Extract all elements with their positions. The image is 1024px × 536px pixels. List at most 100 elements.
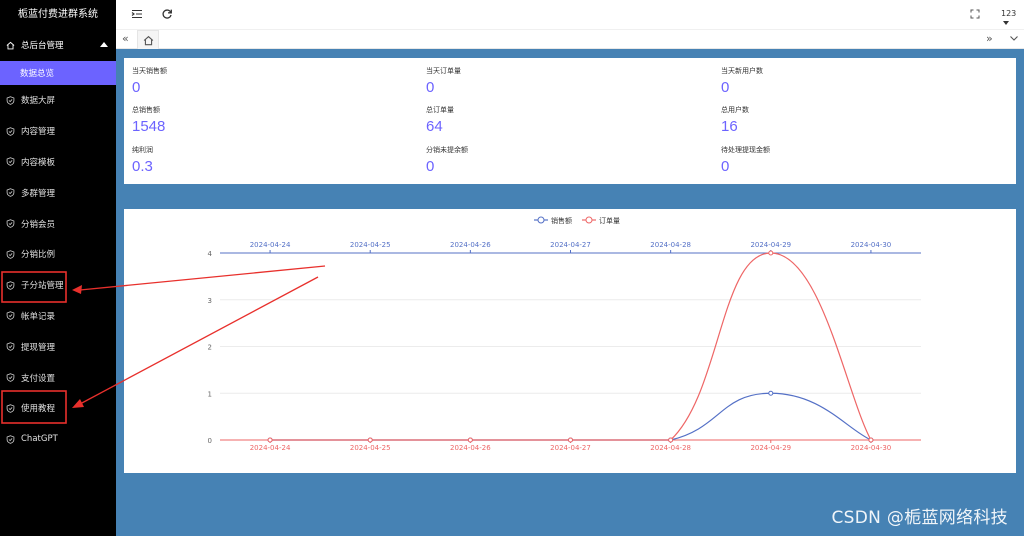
stat-value: 0: [426, 158, 435, 175]
chart-card: 0 1 2 3 4 2024-04-24 2024-04-24 2024-04-25 2024-…: [124, 209, 1016, 473]
caret-down-icon: [1003, 20, 1009, 25]
sidebar-item-label: 内容模板: [21, 157, 56, 168]
stat-value: 16: [721, 118, 738, 135]
watermark: CSDN @栀蓝网络科技: [831, 508, 1008, 528]
legend-marker: [585, 216, 593, 224]
x-tick-label-bottom: 2024-04-30: [851, 444, 892, 452]
stat-item: 总销售额 1548: [132, 105, 412, 135]
sidebar-item[interactable]: 内容模板: [0, 147, 116, 178]
x-tick-label-top: 2024-04-27: [550, 241, 591, 249]
sidebar-item-label: 提现管理: [21, 342, 56, 353]
data-point: [668, 437, 674, 443]
stat-value: 64: [426, 118, 443, 135]
data-point: [768, 250, 774, 256]
data-point: [367, 437, 373, 443]
sidebar-item[interactable]: 分销比例: [0, 239, 116, 270]
x-tick-label-bottom: 2024-04-29: [750, 444, 791, 452]
sidebar-item-label: 使用教程: [21, 404, 56, 415]
shield-check-icon: [6, 126, 15, 136]
tab-home[interactable]: [137, 30, 159, 49]
shield-check-icon: [6, 373, 15, 382]
sidebar-item[interactable]: ChatGPT: [0, 424, 116, 455]
home-icon: [6, 41, 15, 50]
series-line: [270, 252, 872, 441]
sidebar-item-label: 子分站管理: [21, 281, 64, 292]
scroll-left-icon[interactable]: «: [122, 32, 129, 45]
sidebar-item-label: ChatGPT: [21, 434, 58, 445]
sidebar-item-label: 内容管理: [21, 127, 56, 138]
x-tick-label-bottom: 2024-04-25: [350, 444, 391, 452]
sidebar-item[interactable]: 提现管理: [0, 331, 116, 362]
chevron-down-icon[interactable]: [1009, 33, 1019, 47]
fullscreen-icon[interactable]: [968, 8, 982, 22]
y-tick-label: 4: [208, 250, 213, 258]
shield-check-icon: [6, 250, 15, 259]
shield-check-icon: [6, 280, 15, 290]
x-tick-label-top: 2024-04-28: [650, 241, 691, 249]
stat-label: 待处理提现金额: [721, 146, 770, 154]
stat-item: 总用户数 16: [721, 105, 1001, 135]
legend-label: 销售额: [551, 216, 572, 225]
stat-item: 分销未提余额 0: [426, 145, 706, 175]
data-point: [868, 437, 874, 443]
sidebar: 栀蓝付费进群系统 总后台管理 数据总览 数据大屏内容管理内容模板多群管理分销会员…: [0, 0, 116, 536]
sidebar-item[interactable]: 内容管理: [0, 116, 116, 147]
scroll-right-icon[interactable]: »: [986, 32, 993, 45]
stats-card: 当天销售额 0 当天订单量 0 当天新用户数 0 总销售额 1548 总订单量 64 总用户数 16 纯…: [124, 58, 1016, 184]
data-point: [768, 390, 774, 396]
stat-value: 0: [132, 79, 141, 96]
sidebar-item-label: 分销比例: [21, 250, 56, 261]
user-menu[interactable]: 123: [1001, 9, 1024, 27]
app-title: 栀蓝付费进群系统: [18, 9, 98, 20]
x-tick-label-top: 2024-04-24: [250, 241, 291, 249]
sidebar-item[interactable]: 数据大屏: [0, 85, 116, 116]
shield-check-icon: [6, 404, 15, 413]
stat-value: 1548: [132, 118, 166, 135]
sidebar-item[interactable]: 分销会员: [0, 208, 116, 239]
sidebar-item[interactable]: 子分站管理: [0, 270, 116, 301]
x-tick-label-bottom: 2024-04-24: [250, 444, 291, 452]
sidebar-item[interactable]: 支付设置: [0, 362, 116, 393]
stat-label: 当天销售额: [132, 67, 167, 75]
stat-label: 当天新用户数: [721, 67, 763, 75]
y-tick-label: 0: [208, 437, 212, 445]
series-line: [270, 392, 872, 441]
stat-item: 当天销售额 0: [132, 66, 412, 96]
legend-marker: [537, 216, 545, 224]
x-tick-label-top: 2024-04-25: [350, 241, 391, 249]
tab-bar: « »: [116, 30, 1024, 49]
home-icon: [143, 35, 154, 46]
legend-label: 订单量: [599, 216, 620, 225]
sidebar-item-label: 多群管理: [21, 188, 56, 199]
sidebar-item[interactable]: 帐单记录: [0, 301, 116, 332]
data-point: [467, 437, 473, 443]
x-tick-label-bottom: 2024-04-26: [450, 444, 491, 452]
sidebar-item-label: 数据大屏: [21, 96, 56, 107]
main-content: 当天销售额 0 当天订单量 0 当天新用户数 0 总销售额 1548 总订单量 64 总用户数 16 纯…: [116, 49, 1024, 536]
indent-icon[interactable]: [130, 8, 144, 22]
stat-value: 0: [721, 79, 730, 96]
shield-check-icon: [6, 219, 15, 228]
sidebar-item[interactable]: 多群管理: [0, 177, 116, 208]
stat-item: 待处理提现金额 0: [721, 145, 1001, 175]
data-point: [267, 437, 273, 443]
stat-value: 0.3: [132, 158, 153, 175]
shield-check-icon: [6, 96, 15, 105]
shield-check-icon: [6, 188, 15, 198]
line-chart: 0 1 2 3 4 2024-04-24 2024-04-24 2024-04-25 2024-…: [208, 216, 921, 452]
x-tick-label-top: 2024-04-30: [851, 241, 892, 249]
y-tick-label: 1: [208, 390, 212, 398]
y-tick-label: 3: [208, 297, 212, 305]
caret-up-icon: [100, 42, 108, 47]
shield-check-icon: [6, 311, 15, 321]
stat-item: 当天新用户数 0: [721, 66, 1001, 96]
user-name: 123: [1001, 9, 1017, 18]
sidebar-item[interactable]: 使用教程: [0, 393, 116, 424]
stat-label: 当天订单量: [426, 67, 461, 75]
refresh-icon[interactable]: [160, 8, 174, 22]
sidebar-group-admin[interactable]: 总后台管理: [0, 30, 116, 60]
sidebar-item-overview[interactable]: 数据总览: [0, 61, 116, 85]
shield-check-icon: [6, 434, 15, 444]
shield-check-icon: [6, 342, 15, 352]
x-tick-label-bottom: 2024-04-27: [550, 444, 591, 452]
